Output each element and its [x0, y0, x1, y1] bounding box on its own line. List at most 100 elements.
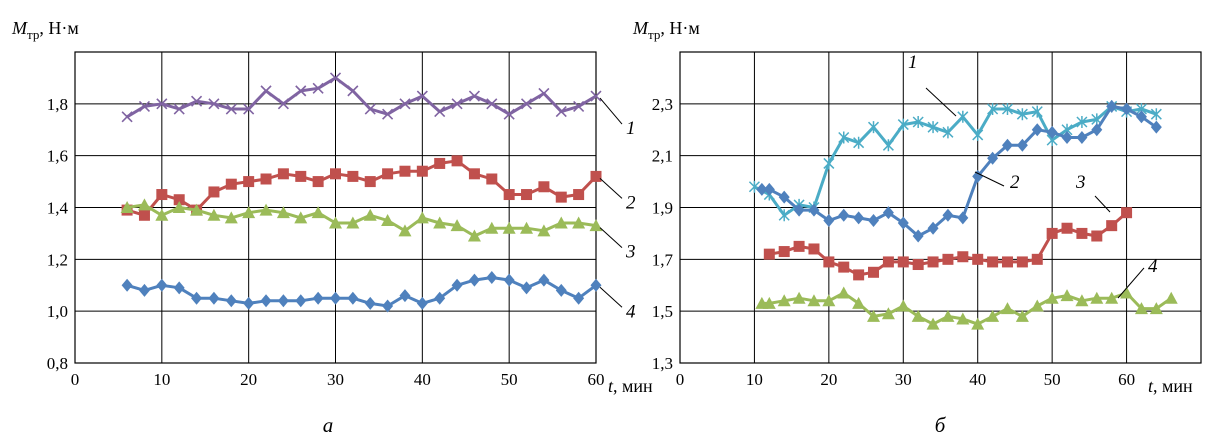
- series-3: [120, 198, 603, 242]
- data-point: [942, 126, 954, 139]
- data-point: [415, 211, 429, 224]
- data-point: [590, 170, 602, 182]
- data-point: [260, 85, 272, 97]
- data-point: [756, 182, 768, 196]
- data-point: [277, 168, 289, 180]
- data-point: [521, 281, 533, 295]
- data-point: [881, 307, 895, 320]
- data-point: [398, 224, 412, 237]
- data-point: [520, 98, 533, 110]
- curve-label: 4: [626, 301, 636, 322]
- data-point: [486, 270, 498, 284]
- data-point: [1164, 291, 1178, 304]
- x-tick-label: 0: [676, 370, 685, 389]
- data-point: [190, 203, 204, 216]
- data-point: [502, 221, 516, 234]
- data-point: [468, 90, 480, 102]
- data-point: [555, 106, 567, 118]
- data-point: [1135, 110, 1147, 124]
- data-point: [503, 189, 515, 201]
- data-point: [823, 157, 835, 170]
- data-point: [1001, 103, 1014, 116]
- data-point: [838, 131, 850, 144]
- data-point: [1061, 131, 1073, 145]
- data-point: [521, 189, 533, 201]
- data-point: [897, 216, 909, 230]
- data-point: [971, 317, 985, 330]
- data-point: [451, 98, 463, 110]
- x-tick-label: 50: [1044, 370, 1061, 389]
- data-point: [330, 291, 341, 305]
- data-point: [838, 261, 850, 273]
- data-point: [555, 191, 567, 203]
- data-point: [399, 289, 411, 303]
- data-point: [137, 198, 151, 211]
- data-point: [972, 169, 984, 183]
- data-point: [927, 256, 939, 268]
- data-point: [364, 176, 376, 188]
- data-point: [243, 103, 255, 115]
- data-point: [1149, 302, 1163, 315]
- x-tick-label: 50: [501, 370, 518, 389]
- data-point: [853, 136, 865, 149]
- data-point: [793, 203, 805, 217]
- data-point: [276, 206, 290, 219]
- data-point: [1015, 309, 1029, 322]
- x-tick-label: 0: [71, 370, 80, 389]
- data-point: [1150, 120, 1162, 134]
- data-point: [538, 87, 550, 100]
- data-point: [555, 283, 567, 297]
- chart-b: 0 10 20 30 40 50 60 1,3 1,5 1,7 1,9 2,1 2,3 Mтр, Н·м t…: [632, 18, 1202, 437]
- data-point: [926, 317, 940, 330]
- data-point: [485, 221, 499, 234]
- data-point: [191, 95, 203, 107]
- data-point: [927, 121, 939, 134]
- y-tick-label: 1,6: [47, 147, 68, 166]
- data-point: [1120, 286, 1134, 299]
- data-point: [852, 296, 866, 309]
- data-point: [173, 103, 185, 115]
- data-point: [242, 206, 256, 219]
- data-point: [1060, 289, 1074, 302]
- data-point: [155, 208, 169, 221]
- data-point: [808, 243, 820, 255]
- data-point: [912, 229, 924, 243]
- data-point: [277, 98, 289, 110]
- data-point: [225, 103, 237, 115]
- data-point: [243, 296, 255, 310]
- data-point: [486, 173, 498, 185]
- leader-line: [925, 87, 957, 117]
- data-point: [451, 278, 463, 292]
- data-point: [911, 309, 925, 322]
- y-tick-label: 1,8: [47, 95, 68, 114]
- data-point: [792, 291, 806, 304]
- data-point: [416, 165, 428, 177]
- series-line: [126, 76, 597, 119]
- data-point: [382, 299, 394, 313]
- series-line: [126, 276, 597, 308]
- data-point: [346, 216, 360, 229]
- data-point: [1031, 253, 1043, 265]
- data-point: [808, 203, 820, 217]
- data-point: [807, 294, 821, 307]
- data-point: [364, 103, 376, 115]
- curve-label: 3: [625, 242, 636, 263]
- series-1: [748, 100, 1162, 222]
- data-point: [468, 168, 480, 180]
- leader-line: [599, 286, 623, 308]
- data-point: [467, 229, 481, 242]
- series-line: [753, 104, 1157, 217]
- data-point: [295, 294, 307, 308]
- series-line: [126, 159, 598, 217]
- data-point: [838, 208, 850, 222]
- data-point: [173, 194, 185, 206]
- y-tick-label: 1,0: [47, 302, 68, 321]
- data-point: [347, 85, 359, 97]
- data-point: [537, 224, 551, 237]
- data-point: [121, 278, 133, 292]
- data-point: [450, 219, 464, 232]
- leader-line: [599, 178, 623, 199]
- data-point: [1061, 222, 1073, 234]
- leader-line: [1094, 195, 1111, 213]
- curve-label: 3: [1075, 172, 1086, 193]
